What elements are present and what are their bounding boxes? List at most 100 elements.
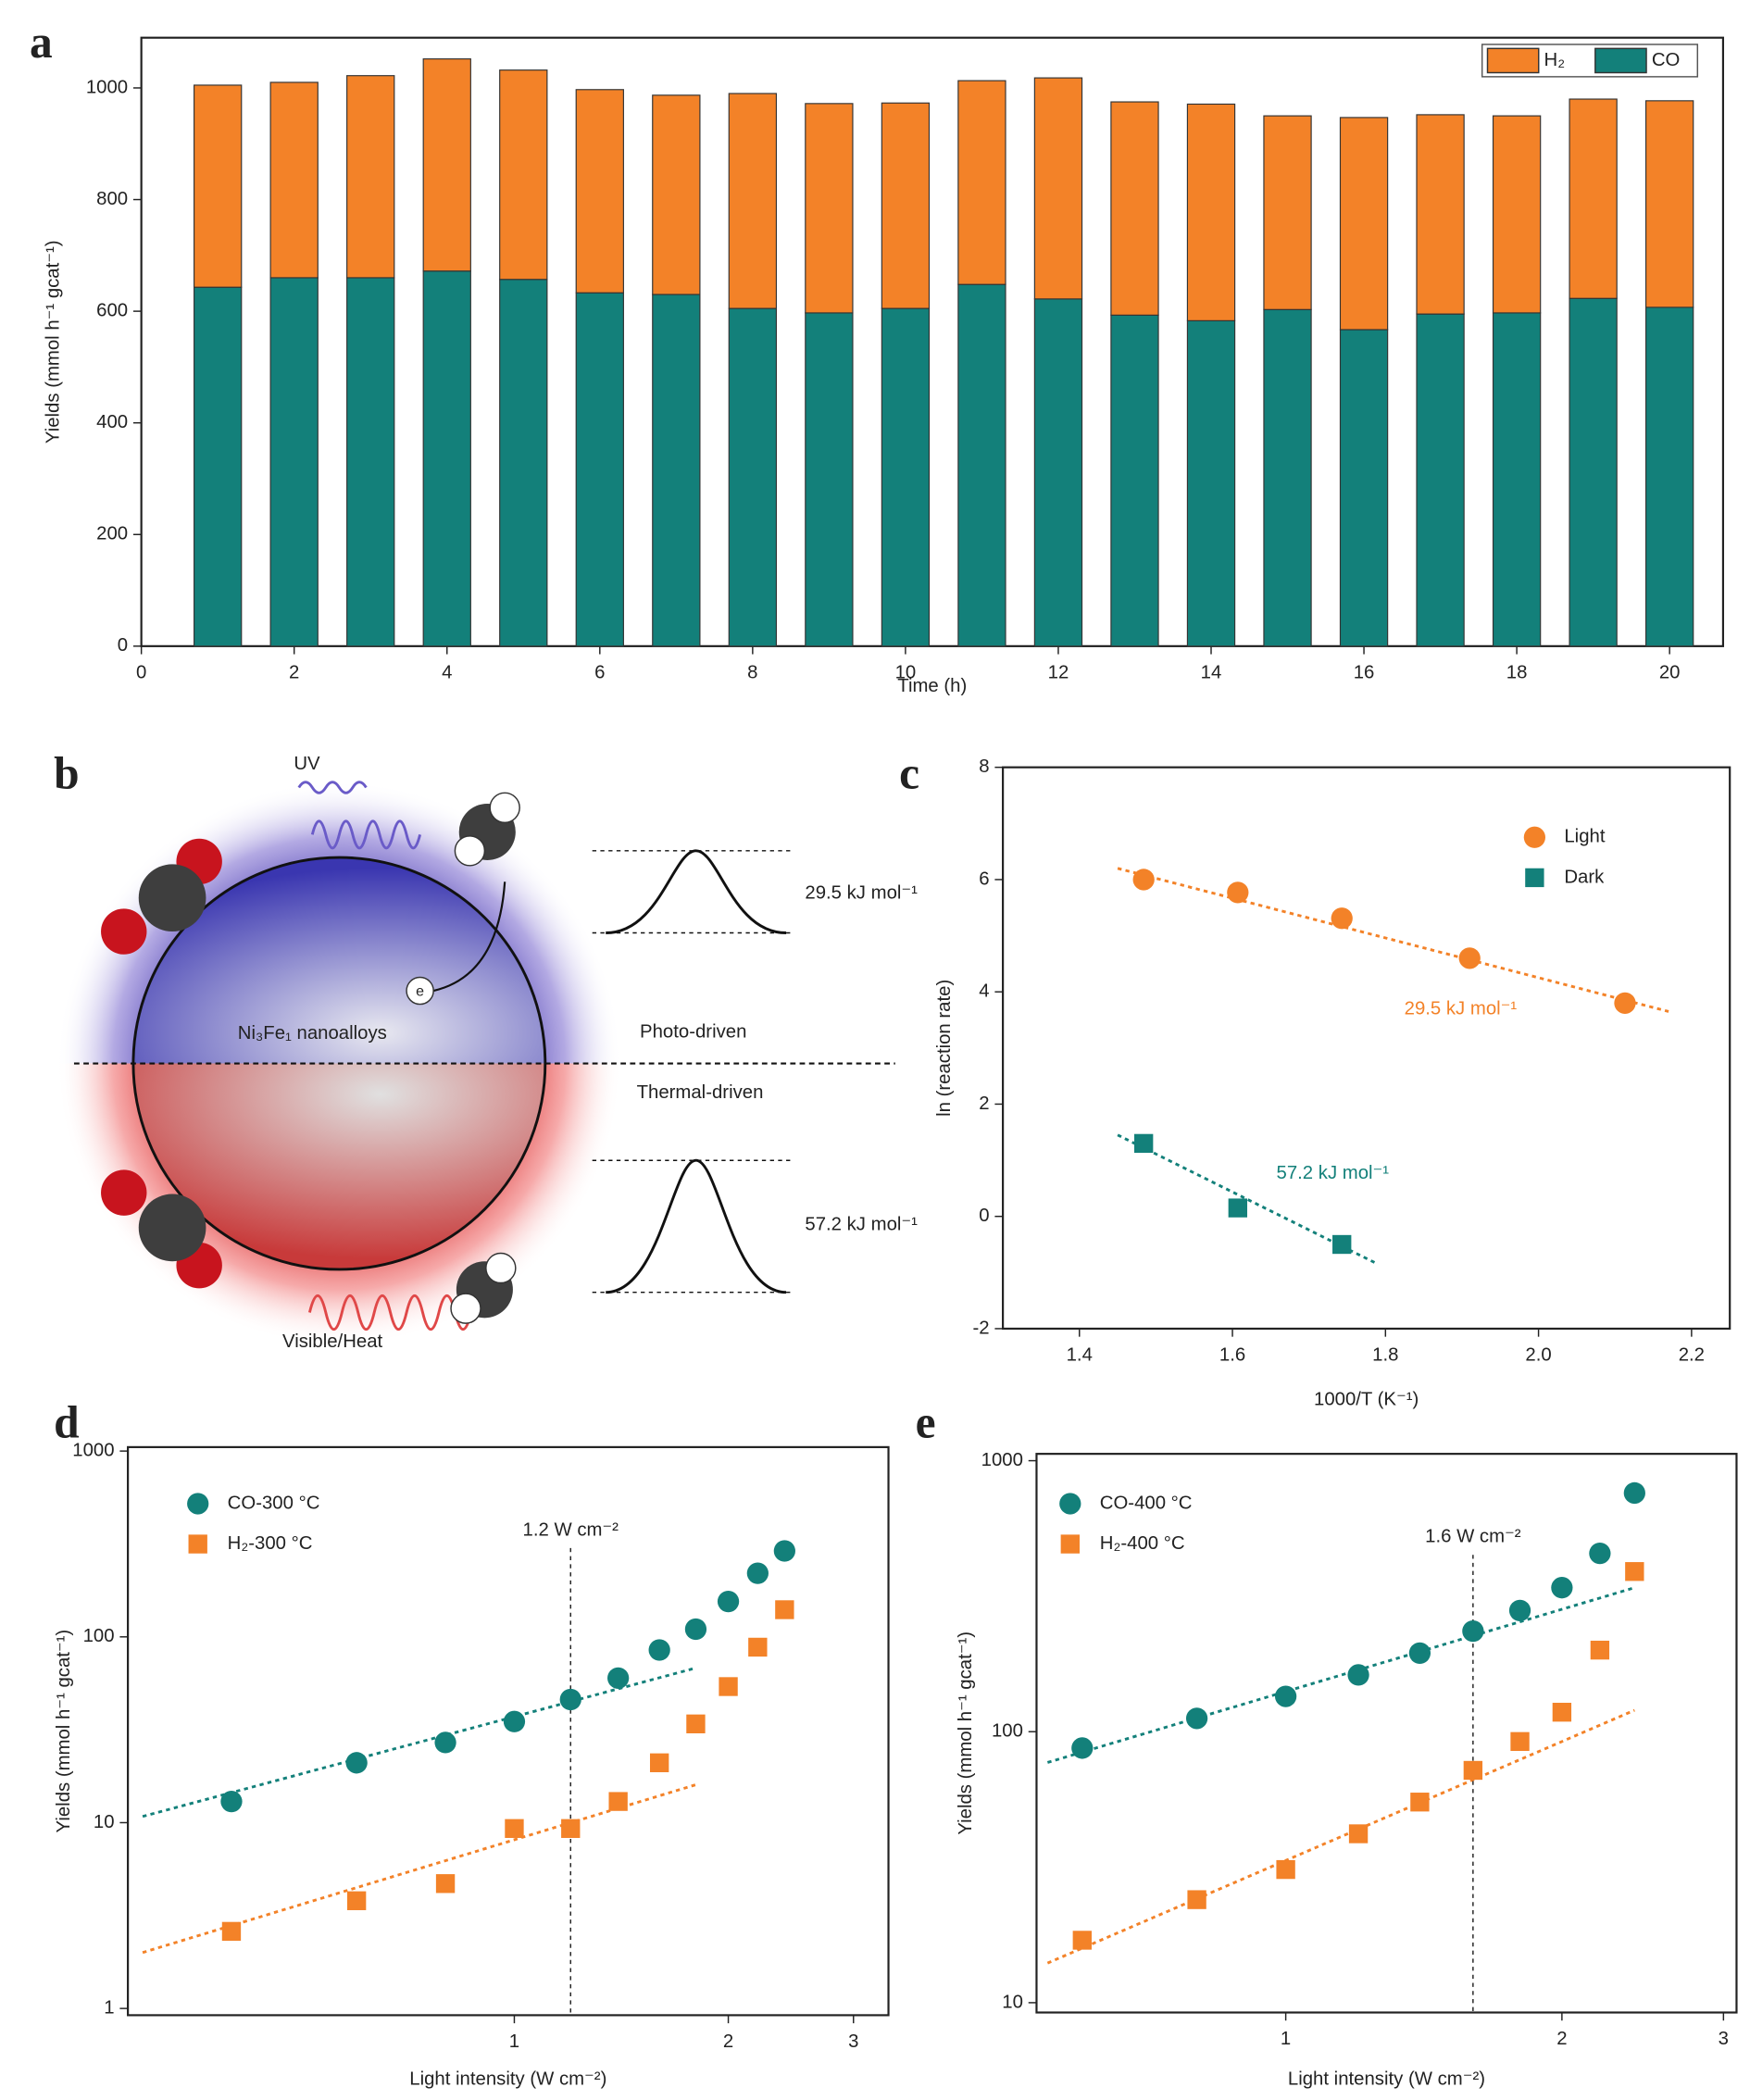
legend-marker bbox=[188, 1534, 207, 1554]
x-tick-label: 20 bbox=[1659, 662, 1681, 682]
bar-segment bbox=[575, 89, 624, 294]
x-axis-label: Light intensity (W cm⁻²) bbox=[409, 2069, 606, 2090]
bar-segment bbox=[1339, 117, 1389, 331]
point bbox=[1132, 869, 1155, 891]
h2o-bottom bbox=[450, 1252, 517, 1324]
y-tick-label: 6 bbox=[979, 869, 989, 889]
point bbox=[221, 1921, 242, 1942]
point bbox=[1462, 1619, 1484, 1643]
x-tick-label: 1 bbox=[1281, 2029, 1291, 2049]
bar-segment bbox=[1644, 306, 1694, 647]
x-tick-label: 8 bbox=[747, 662, 757, 682]
point bbox=[648, 1639, 670, 1661]
point bbox=[717, 1590, 740, 1613]
x-tick-label: 1.8 bbox=[1372, 1344, 1398, 1365]
legend-marker bbox=[187, 1493, 209, 1515]
x-tick-label: 14 bbox=[1201, 662, 1222, 682]
point bbox=[1590, 1640, 1610, 1660]
bar-segment bbox=[1186, 319, 1236, 647]
plot-frame bbox=[127, 1445, 890, 2017]
point bbox=[1408, 1642, 1431, 1664]
photo-label: Photo-driven bbox=[640, 1021, 746, 1042]
bar-segment bbox=[805, 103, 854, 314]
bar-segment bbox=[1110, 314, 1159, 647]
legend-marker bbox=[1059, 1493, 1081, 1515]
x-tick-label: 18 bbox=[1506, 662, 1528, 682]
bar-segment bbox=[1492, 312, 1542, 647]
point bbox=[746, 1562, 769, 1584]
panel-label: d bbox=[54, 1396, 80, 1447]
plot-frame bbox=[1002, 766, 1731, 1331]
point bbox=[1187, 1890, 1206, 1909]
point bbox=[435, 1874, 456, 1894]
point bbox=[608, 1792, 628, 1811]
bar-segment bbox=[1416, 114, 1465, 315]
legend-swatch bbox=[1594, 47, 1647, 74]
bar-segment bbox=[422, 58, 471, 272]
point bbox=[1625, 1562, 1644, 1581]
uv-wave bbox=[297, 781, 422, 850]
bar-segment bbox=[499, 279, 548, 647]
legend-label: CO-300 °C bbox=[228, 1493, 320, 1513]
y-tick-label: 1 bbox=[104, 1998, 114, 2019]
bar-segment bbox=[269, 81, 319, 279]
bar-segment bbox=[422, 270, 471, 647]
bar-segment bbox=[1186, 103, 1236, 321]
point bbox=[607, 1667, 630, 1689]
point bbox=[1185, 1707, 1208, 1730]
bar-segment bbox=[269, 277, 319, 647]
x-tick-label: 2.2 bbox=[1679, 1344, 1705, 1365]
point bbox=[1072, 1931, 1092, 1950]
point bbox=[1551, 1577, 1573, 1599]
x-tick-label: 10 bbox=[895, 662, 917, 682]
panel-label: b bbox=[54, 748, 80, 799]
y-axis-label: Yields (mmol h⁻¹ gcat⁻¹) bbox=[956, 1631, 976, 1835]
thermal-barrier-label: 57.2 kJ mol⁻¹ bbox=[805, 1214, 918, 1234]
y-tick-label: 10 bbox=[94, 1812, 115, 1832]
x-tick-label: 3 bbox=[1719, 2029, 1729, 2049]
plot-frame bbox=[140, 36, 1725, 647]
visible-label: Visible/Heat bbox=[282, 1331, 383, 1352]
point bbox=[1552, 1703, 1572, 1722]
point bbox=[719, 1677, 738, 1696]
y-tick-label: 1000 bbox=[981, 1450, 1023, 1470]
x-tick-label: 2 bbox=[289, 662, 299, 682]
y-tick-label: 100 bbox=[992, 1721, 1023, 1742]
electron-label: e bbox=[416, 984, 424, 1000]
y-axis-label: ln (reaction rate) bbox=[934, 980, 955, 1117]
x-tick-label: 1 bbox=[509, 2031, 519, 2052]
point bbox=[1227, 881, 1249, 904]
visible-wave bbox=[307, 1294, 473, 1331]
x-tick-label: 1.6 bbox=[1219, 1344, 1245, 1365]
point bbox=[505, 1819, 524, 1838]
plot-frame bbox=[1035, 1453, 1738, 2014]
point bbox=[1614, 992, 1636, 1014]
uv-label: UV bbox=[294, 754, 320, 774]
bar-segment bbox=[957, 283, 1006, 647]
fit-line bbox=[1117, 867, 1669, 1013]
point bbox=[1274, 1685, 1297, 1707]
bar-segment bbox=[1263, 308, 1312, 647]
y-tick-label: 400 bbox=[96, 412, 128, 432]
bar-segment bbox=[1569, 297, 1618, 647]
thermal-half bbox=[132, 1063, 545, 1269]
bar-segment bbox=[652, 94, 701, 295]
legend-label: CO bbox=[1652, 50, 1681, 70]
x-tick-label: 3 bbox=[848, 2031, 858, 2052]
y-tick-label: 1000 bbox=[86, 77, 128, 97]
bar-segment bbox=[194, 84, 243, 288]
x-tick-label: 2.0 bbox=[1525, 1344, 1551, 1365]
point bbox=[503, 1710, 526, 1732]
point bbox=[686, 1714, 706, 1733]
fit-line bbox=[1046, 1708, 1635, 1965]
point bbox=[1508, 1599, 1531, 1621]
x-tick-label: 16 bbox=[1354, 662, 1375, 682]
bar-segment bbox=[499, 69, 548, 281]
bar-segment bbox=[194, 286, 243, 647]
y-tick-label: 8 bbox=[979, 756, 989, 777]
y-tick-label: 800 bbox=[96, 189, 128, 209]
point bbox=[1071, 1737, 1094, 1759]
h2o-top bbox=[454, 792, 520, 867]
point bbox=[1276, 1859, 1295, 1880]
